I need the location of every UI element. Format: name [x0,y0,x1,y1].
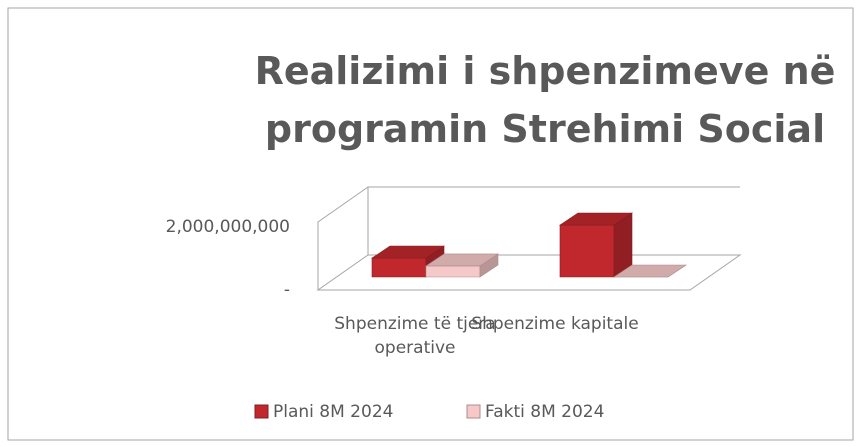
bar-face [425,265,481,278]
legend-swatch [254,404,269,419]
bar-face [559,212,633,226]
chart-border [7,7,854,441]
legend-label: Fakti 8M 2024 [485,402,604,422]
y-tick-label: 2,000,000,000 [166,217,290,237]
chart-title: Realizimi i shpenzimeve në programin Str… [254,49,836,151]
bar-face [613,264,687,278]
bar-face [371,245,445,259]
x-tick-label: Shpenzime kapitale [471,314,639,334]
bar-face [559,224,615,278]
x-tick-label: Shpenzime të tjera operative [334,314,496,358]
y-tick-label: - [284,280,290,300]
bar-face [371,257,427,278]
side-wall [317,186,369,290]
bar-face [425,253,499,267]
legend-label: Plani 8M 2024 [273,402,393,422]
legend-swatch [466,404,481,419]
bar [425,253,499,278]
bar [613,264,687,278]
bar [559,212,633,278]
